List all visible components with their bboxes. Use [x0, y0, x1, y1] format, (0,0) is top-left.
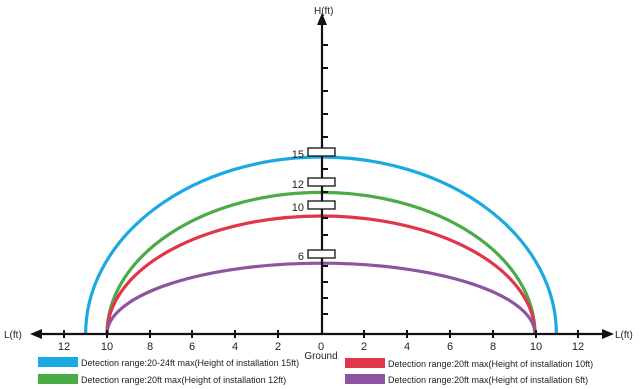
x-tick-label: 8 — [147, 341, 153, 353]
legend-text: Detection range:20ft max(Height of insta… — [388, 359, 593, 369]
x-tick-label: 12 — [58, 341, 70, 353]
legend-swatch-purple — [345, 374, 385, 384]
install-marker-label: 15 — [292, 149, 304, 161]
x-axis-label-right: L(ft) — [615, 330, 633, 341]
legend-swatch-red — [345, 358, 385, 368]
install-marker-label: 10 — [292, 202, 304, 214]
x-tick-label: 10 — [530, 341, 542, 353]
install-marker-box — [307, 200, 336, 210]
x-tick-label: 10 — [101, 341, 113, 353]
install-marker-box — [307, 177, 336, 187]
x-axis-label-left: L(ft) — [4, 330, 22, 341]
legend: Detection range:20-24ft max(Height of in… — [38, 357, 593, 385]
install-marker-label: 12 — [292, 179, 304, 191]
x-tick-label: 6 — [447, 341, 453, 353]
legend-swatch-blue — [38, 357, 78, 367]
x-tick-label: 0 — [318, 341, 324, 353]
legend-swatch-green — [38, 374, 78, 384]
install-marker-box — [307, 147, 336, 157]
x-tick-label: 4 — [404, 341, 410, 353]
install-marker-label: 6 — [298, 251, 304, 263]
legend-text: Detection range:20ft max(Height of insta… — [388, 375, 588, 385]
x-tick-label: 2 — [361, 341, 367, 353]
x-tick-label: 8 — [490, 341, 496, 353]
x-tick-label: 4 — [232, 341, 238, 353]
legend-text: Detection range:20-24ft max(Height of in… — [81, 358, 299, 368]
y-axis: H(ft) — [314, 6, 333, 334]
legend-text: Detection range:20ft max(Height of insta… — [81, 375, 286, 385]
x-tick-label: 6 — [189, 341, 195, 353]
install-marker-box — [307, 249, 336, 259]
x-tick-label: 2 — [275, 341, 281, 353]
x-tick-label: 12 — [572, 341, 584, 353]
install-height-markers: 15 12 10 6 — [292, 147, 336, 263]
ground-label: Ground — [304, 351, 337, 362]
y-axis-label: H(ft) — [314, 6, 333, 17]
